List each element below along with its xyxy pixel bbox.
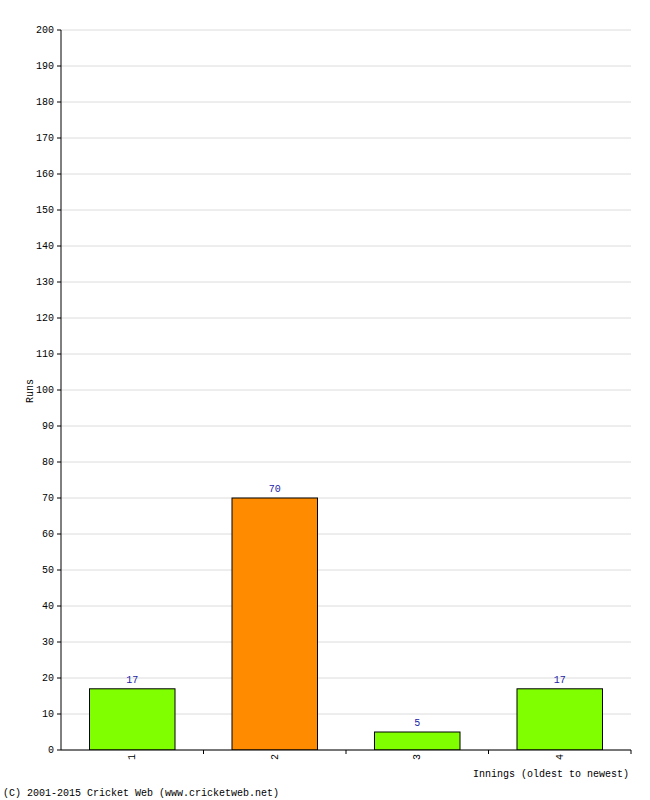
data-labels: 17 70 5 17 (126, 484, 566, 729)
grid-line (61, 282, 631, 283)
grid (61, 30, 631, 750)
y-tick (57, 30, 61, 31)
grid-line (61, 462, 631, 463)
y-tick-label: 100 (36, 385, 54, 396)
bar (232, 498, 318, 750)
data-label: 70 (269, 484, 281, 495)
grid-line (61, 246, 631, 247)
grid-line (61, 354, 631, 355)
grid-line (61, 210, 631, 211)
y-tick (57, 66, 61, 67)
y-tick-label: 190 (36, 61, 54, 72)
grid-line (61, 138, 631, 139)
x-tick-boundary (203, 750, 204, 754)
data-label: 17 (126, 675, 138, 686)
x-tick-label: 1 (127, 754, 138, 760)
x-axis-label: Innings (oldest to newest) (473, 769, 629, 780)
y-tick (57, 426, 61, 427)
x-tick-label: 2 (270, 754, 281, 760)
y-tick (57, 102, 61, 103)
grid-line (61, 390, 631, 391)
copyright-note: (C) 2001-2015 Cricket Web (www.cricketwe… (3, 788, 279, 799)
grid-line (61, 642, 631, 643)
y-tick-label: 40 (42, 601, 54, 612)
grid-line (61, 102, 631, 103)
y-tick-label: 60 (42, 529, 54, 540)
y-tick (57, 210, 61, 211)
bars (90, 498, 603, 750)
x-tick-boundary (346, 750, 347, 754)
x-tick-boundary (488, 750, 489, 754)
y-tick-label: 0 (48, 745, 54, 756)
y-axis-label: Runs (25, 379, 36, 403)
y-tick-label: 200 (36, 25, 54, 36)
grid-line (61, 30, 631, 31)
y-tick (57, 174, 61, 175)
grid-line (61, 606, 631, 607)
y-tick-label: 70 (42, 493, 54, 504)
y-tick (57, 534, 61, 535)
x-tick-label: 3 (412, 754, 423, 760)
y-tick (57, 642, 61, 643)
y-tick-label: 30 (42, 637, 54, 648)
y-tick (57, 354, 61, 355)
grid-line (61, 534, 631, 535)
grid-line (61, 570, 631, 571)
y-tick-label: 130 (36, 277, 54, 288)
y-tick-label: 110 (36, 349, 54, 360)
y-tick-label: 120 (36, 313, 54, 324)
y-tick (57, 246, 61, 247)
y-axis: 0 10 20 30 40 50 60 70 80 90 100 110 120 130 140 150 160… (36, 25, 61, 756)
y-tick (57, 498, 61, 499)
y-tick (57, 318, 61, 319)
grid-line (61, 66, 631, 67)
x-tick-label: 4 (555, 754, 566, 760)
y-tick (57, 138, 61, 139)
chart: 0 10 20 30 40 50 60 70 80 90 100 110 120 130 140 150 160… (0, 0, 650, 800)
x-tick-boundary (631, 750, 632, 754)
y-tick (57, 606, 61, 607)
chart-root: 0 10 20 30 40 50 60 70 80 90 100 110 120 130 140 150 160… (0, 0, 650, 800)
x-axis: 1 2 3 4 (127, 750, 631, 760)
y-tick (57, 282, 61, 283)
grid-line (61, 426, 631, 427)
y-tick (57, 570, 61, 571)
y-tick (57, 390, 61, 391)
y-tick-label: 20 (42, 673, 54, 684)
axes (61, 30, 631, 750)
y-tick-label: 50 (42, 565, 54, 576)
grid-line (61, 318, 631, 319)
y-axis-line (61, 30, 62, 750)
grid-line (61, 498, 631, 499)
y-tick-label: 90 (42, 421, 54, 432)
bar (517, 689, 603, 750)
y-tick-label: 150 (36, 205, 54, 216)
y-tick (57, 750, 61, 751)
y-tick-label: 180 (36, 97, 54, 108)
y-tick (57, 462, 61, 463)
y-tick-label: 140 (36, 241, 54, 252)
bar (90, 689, 176, 750)
y-tick-label: 10 (42, 709, 54, 720)
y-tick-label: 160 (36, 169, 54, 180)
data-label: 5 (414, 718, 420, 729)
y-tick (57, 678, 61, 679)
y-tick-label: 80 (42, 457, 54, 468)
background (0, 0, 650, 800)
data-label: 17 (554, 675, 566, 686)
grid-line (61, 678, 631, 679)
bar (375, 732, 461, 750)
grid-line (61, 174, 631, 175)
y-tick (57, 714, 61, 715)
y-tick-label: 170 (36, 133, 54, 144)
